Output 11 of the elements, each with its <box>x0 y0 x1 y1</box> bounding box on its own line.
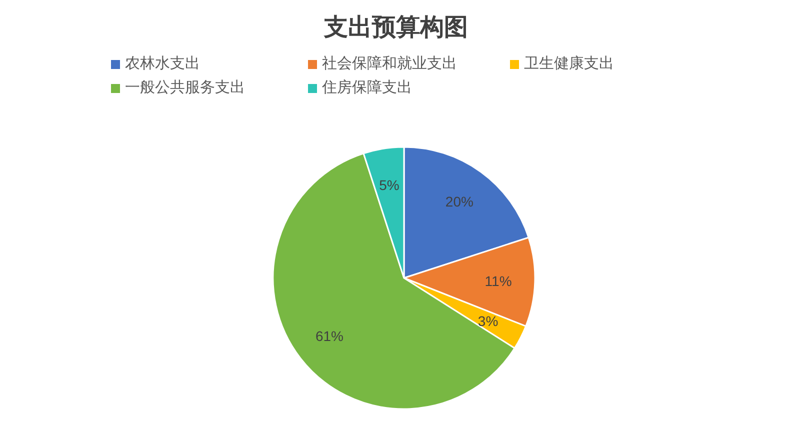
legend-label: 一般公共服务支出 <box>125 78 245 98</box>
data-label: 3% <box>478 312 498 329</box>
legend-label: 住房保障支出 <box>322 78 412 98</box>
legend-label: 卫生健康支出 <box>524 54 614 74</box>
data-label: 20% <box>445 194 474 210</box>
data-label: 61% <box>315 328 344 344</box>
chart-title: 支出预算构图 <box>322 13 469 43</box>
legend-label: 农林水支出 <box>125 54 200 74</box>
data-label: 5% <box>379 176 400 193</box>
data-label: 11% <box>484 272 512 289</box>
legend-label: 社会保障和就业支出 <box>322 54 457 74</box>
